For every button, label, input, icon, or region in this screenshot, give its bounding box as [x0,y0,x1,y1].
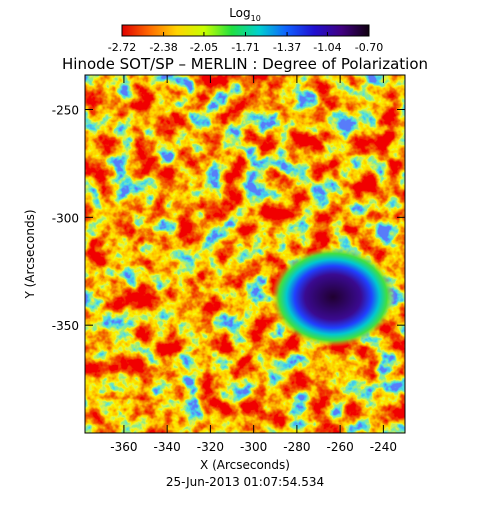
colorbar-tick-label: -2.38 [149,41,177,54]
x-axis-label: X (Arcseconds) [200,458,290,472]
x-tick-label: -260 [327,440,354,454]
colorbar-tick-label: -1.71 [231,41,259,54]
colorbar-tick-label: -1.37 [273,41,301,54]
image [85,75,405,433]
x-tick-label: -320 [197,440,224,454]
y-tick-label: -250 [52,104,79,118]
colorbar-label-subscript: 10 [251,14,261,23]
colorbar-label: Log10 [229,6,261,23]
plot-frame [84,74,406,434]
colorbar-tick-label: -2.05 [190,41,218,54]
colorbar-tick-label: -0.70 [355,41,383,54]
y-axis-label: Y (Arcseconds) [23,209,37,299]
x-tick-label: -280 [283,440,310,454]
x-tick-label: -360 [110,440,137,454]
colorbar-tick-label: -2.72 [108,41,136,54]
y-tick-label: -350 [52,319,79,333]
colorbar-label-text: Log [229,6,250,20]
footer: 25-Jun-2013 01:07:54.534 [166,475,324,489]
y-tick-label: -300 [52,211,79,225]
chart-title: Hinode SOT/SP – MERLIN : Degree of Polar… [62,55,428,73]
sunspot [271,247,395,347]
x-tick-label: -300 [240,440,267,454]
x-tick-label: -240 [370,440,397,454]
colorbar-tick-label: -1.04 [313,41,341,54]
x-tick-label: -340 [154,440,181,454]
